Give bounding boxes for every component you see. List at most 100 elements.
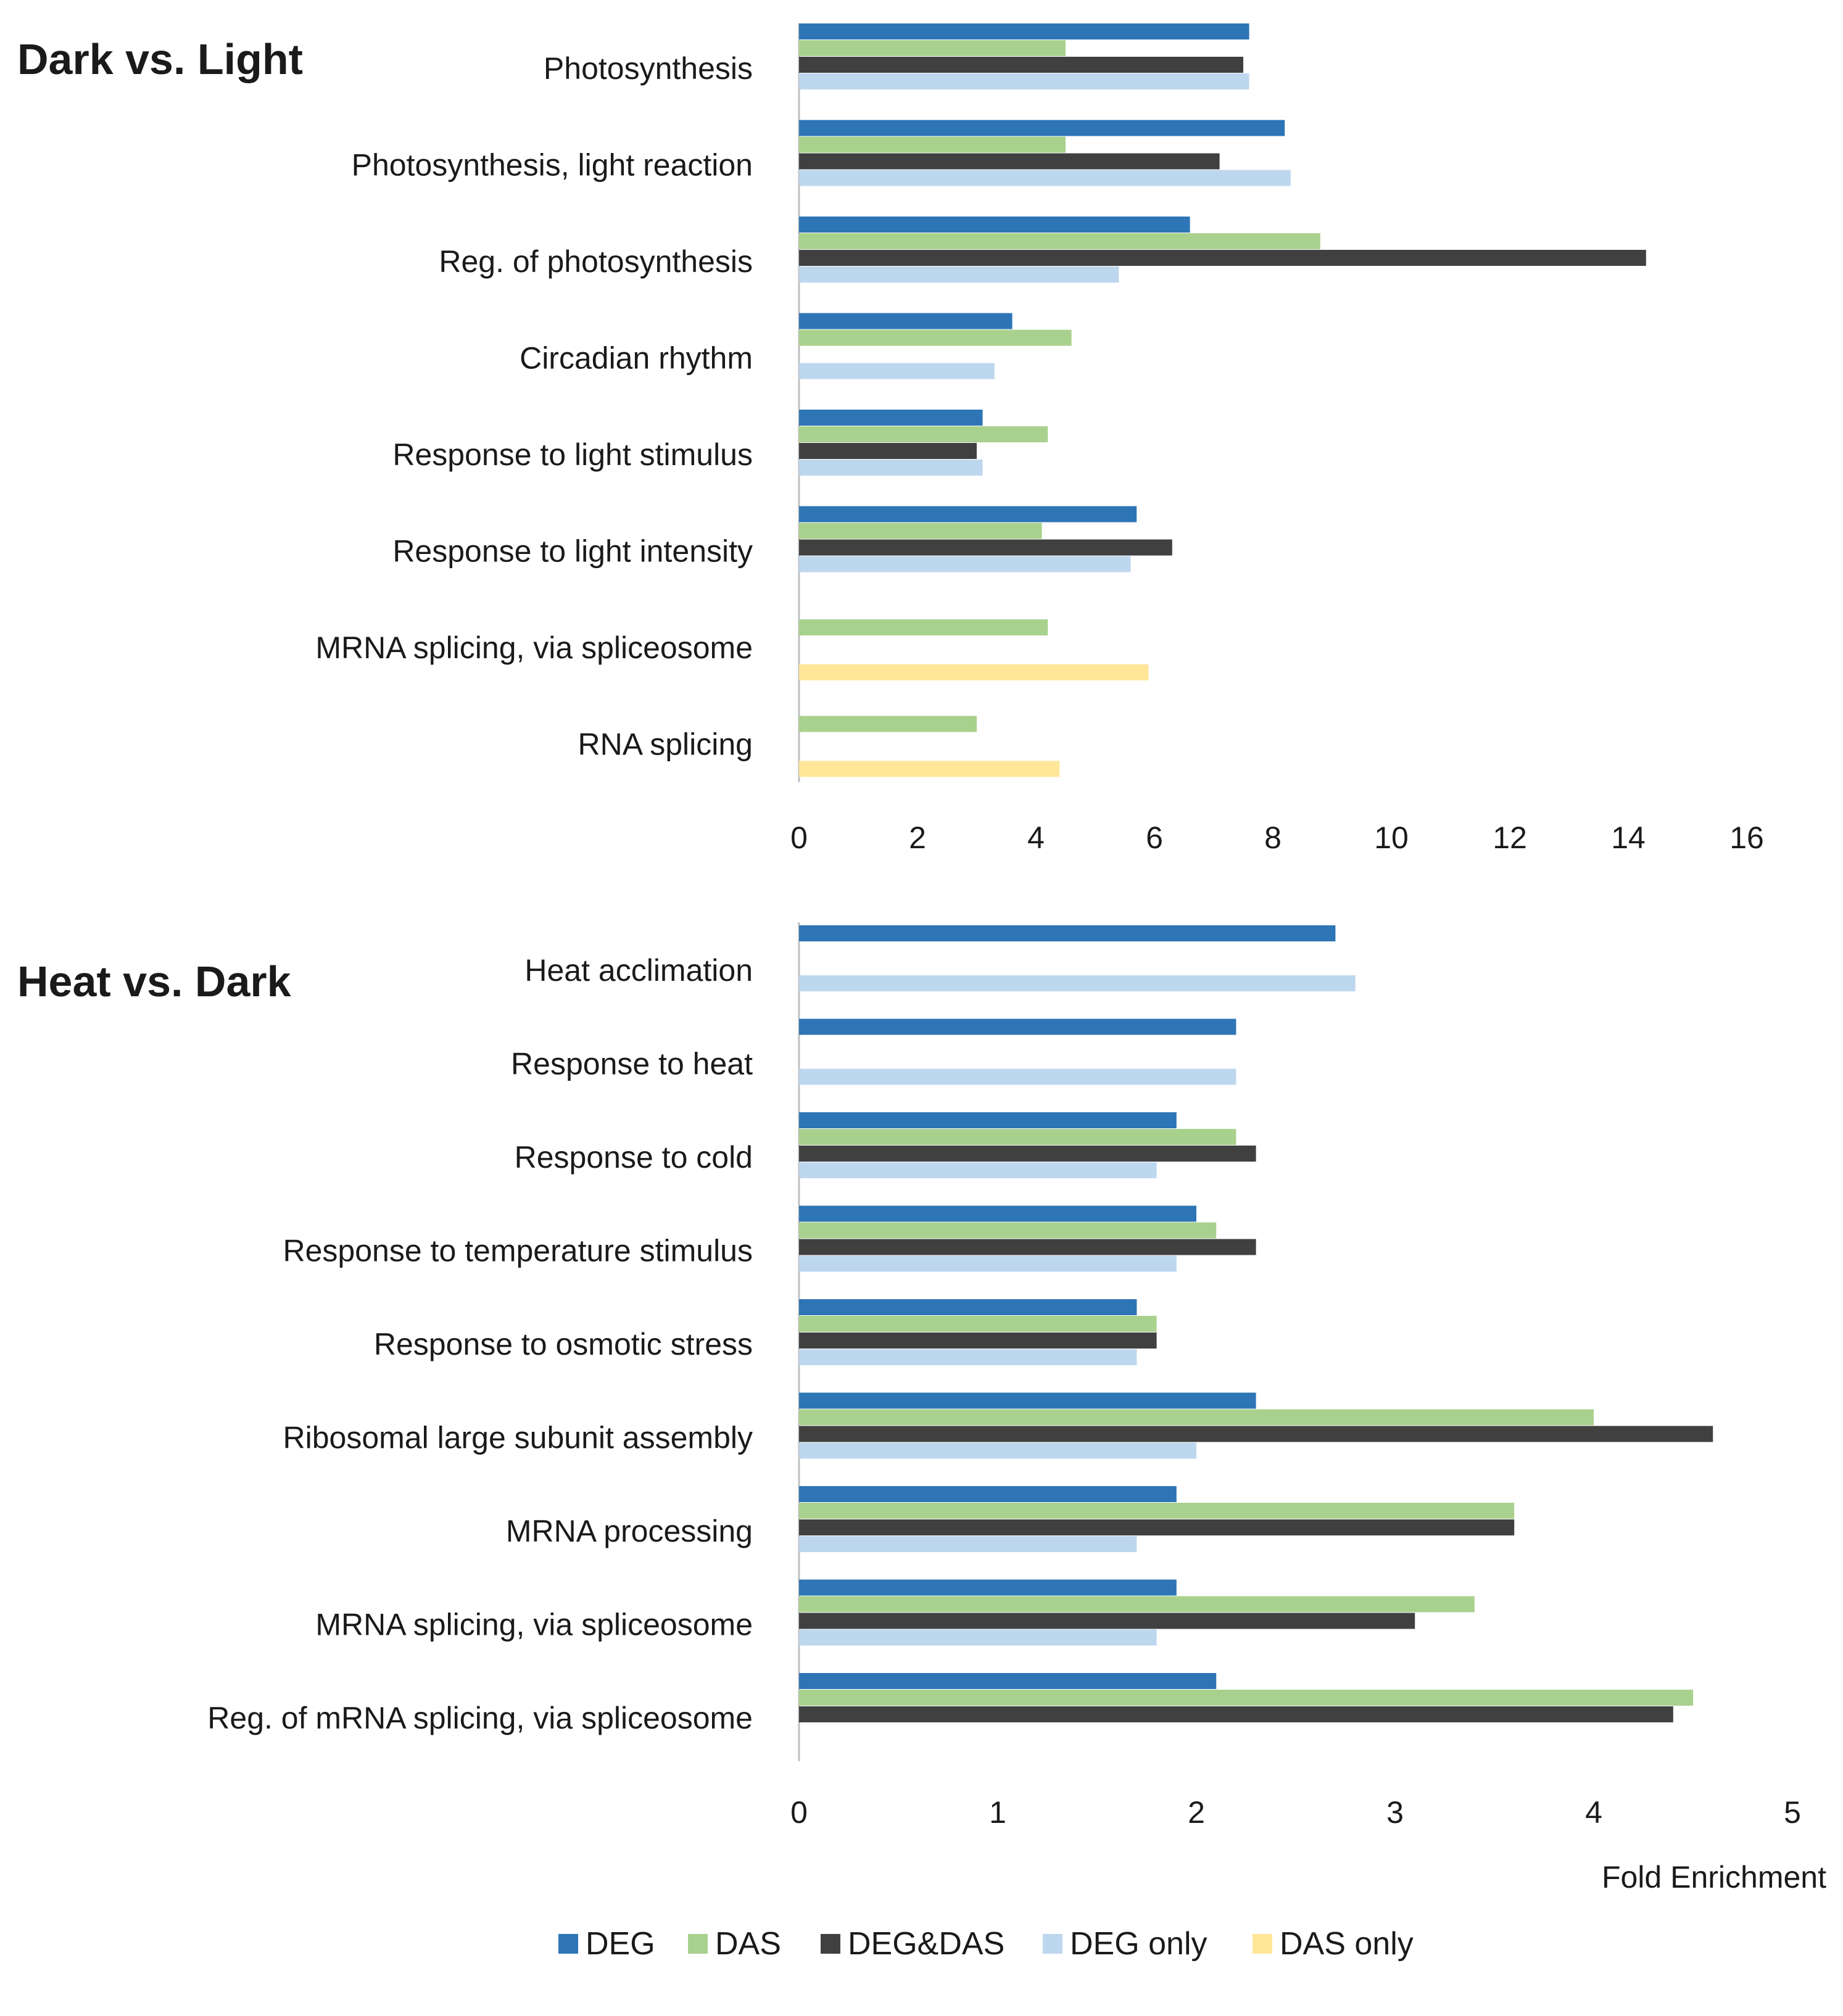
bar-deg-only-mrna-splicing-via-spliceosome [799,1629,1157,1646]
bar-deg-reg-of-photosynthesis [799,217,1190,233]
bar-deg-response-to-cold [799,1112,1177,1128]
x-tick-label-10: 10 [1374,820,1409,855]
bar-deg-only-reg-of-photosynthesis [799,266,1119,283]
legend: DEG DAS DEG&DAS DEG only DAS only [558,1926,1414,1962]
bar-das-mrna-processing [799,1503,1515,1519]
x-tick-label-16: 16 [1729,820,1764,855]
bar-deg-only-response-to-light-stimulus [799,460,983,476]
panel-2-category-labels: Heat acclimation Response to heat Response… [207,953,753,1735]
bar-das-mrna-splicing-via-spliceosome [799,1596,1475,1613]
x-tick-label-12: 12 [1493,820,1527,855]
bar-deg-photosynthesis [799,23,1249,39]
panel-1-category-labels: Photosynthesis Photosynthesis, light reac… [315,51,753,762]
x-tick-label-8: 8 [1264,820,1282,855]
legend-swatch-deg-das [821,1934,840,1954]
bar-deg-das-mrna-processing [799,1519,1515,1535]
legend-swatch-das [688,1934,708,1954]
category-label-response-to-light-intensity: Response to light intensity [392,534,753,569]
bar-das-photosynthesis [799,40,1066,56]
category-label-response-to-temperature-stimulus: Response to temperature stimulus [283,1234,753,1268]
bar-deg-das-reg-of-mrna-splicing-via-spliceosome [799,1706,1673,1722]
panel-heat-vs-dark: Heat vs. Dark Heat acclimation Response t… [17,922,1826,1894]
bar-deg-heat-acclimation [799,925,1336,941]
bar-deg-mrna-processing [799,1486,1177,1502]
bar-deg-das-mrna-splicing-via-spliceosome [799,1613,1415,1629]
bar-deg-only-photosynthesis-light-reaction [799,170,1291,186]
bar-deg-das-response-to-light-intensity [799,539,1172,556]
bar-deg-das-response-to-cold [799,1146,1256,1162]
category-label-rna-splicing: RNA splicing [578,727,753,762]
bar-deg-das-response-to-osmotic-stress [799,1332,1157,1349]
x-tick-label-4: 4 [1585,1795,1602,1830]
category-label-response-to-osmotic-stress: Response to osmotic stress [374,1327,753,1361]
legend-label-deg-only: DEG only [1070,1926,1207,1962]
bar-deg-das-photosynthesis-light-reaction [799,153,1220,170]
x-tick-label-6: 6 [1146,820,1163,855]
panel-title-heat-vs-dark: Heat vs. Dark [17,957,291,1006]
panel-1-bars [798,23,1646,782]
x-tick-label-14: 14 [1611,820,1646,855]
bar-das-only-rna-splicing [799,761,1060,777]
bar-das-reg-of-photosynthesis [799,233,1320,249]
bar-das-circadian-rhythm [799,329,1072,346]
bar-das-response-to-osmotic-stress [799,1316,1157,1332]
bar-das-photosynthesis-light-reaction [799,136,1066,153]
panel-2-x-ticks: 0 1 2 3 4 5 [790,1795,1801,1830]
category-label-reg-of-mrna-splicing-via-spliceosome: Reg. of mRNA splicing, via spliceosome [207,1701,753,1735]
panel-title-dark-vs-light: Dark vs. Light [17,35,303,83]
category-label-response-to-cold: Response to cold [515,1140,753,1175]
bar-das-response-to-light-stimulus [799,426,1048,442]
bar-deg-only-response-to-temperature-stimulus [799,1255,1177,1272]
bar-deg-das-response-to-light-stimulus [799,443,977,459]
category-label-photosynthesis-light-reaction: Photosynthesis, light reaction [352,148,753,183]
bar-deg-only-response-to-heat [799,1068,1236,1085]
bar-deg-das-response-to-temperature-stimulus [799,1239,1256,1255]
bar-das-response-to-light-intensity [799,523,1042,539]
bar-deg-only-response-to-osmotic-stress [799,1349,1137,1365]
x-tick-label-2: 2 [909,820,926,855]
x-tick-label-0: 0 [790,820,808,855]
panel-2-bars [798,922,1713,1761]
legend-label-deg: DEG [586,1926,655,1962]
bar-das-reg-of-mrna-splicing-via-spliceosome [799,1690,1693,1706]
bar-deg-only-ribosomal-large-subunit-assembly [799,1442,1196,1459]
bar-deg-das-ribosomal-large-subunit-assembly [799,1426,1713,1442]
bar-deg-only-mrna-processing [799,1536,1137,1552]
panel-1-x-ticks: 0 2 4 6 8 10 12 14 16 [790,820,1764,855]
bar-deg-only-photosynthesis [799,73,1249,89]
legend-label-das: DAS [715,1926,781,1962]
x-tick-label-3: 3 [1386,1795,1404,1830]
bar-deg-only-circadian-rhythm [799,363,995,379]
category-label-reg-of-photosynthesis: Reg. of photosynthesis [439,244,753,279]
category-label-response-to-heat: Response to heat [511,1047,753,1081]
bar-deg-das-reg-of-photosynthesis [799,250,1646,266]
category-label-ribosomal-large-subunit-assembly: Ribosomal large subunit assembly [283,1421,753,1455]
bar-deg-mrna-splicing-via-spliceosome [799,1579,1177,1596]
panel-dark-vs-light: Dark vs. Light PhotosynthesisPhotosynthe… [17,23,1764,855]
bar-deg-ribosomal-large-subunit-assembly [799,1392,1256,1409]
bar-das-mrna-splicing-via-spliceosome [799,619,1048,635]
legend-swatch-deg [558,1934,578,1954]
category-label-mrna-splicing-via-spliceosome: MRNA splicing, via spliceosome [315,1608,753,1642]
bar-deg-only-response-to-light-intensity [799,556,1131,572]
bar-das-response-to-temperature-stimulus [799,1222,1217,1239]
legend-label-deg-das: DEG&DAS [848,1926,1004,1962]
x-tick-label-5: 5 [1784,1795,1801,1830]
category-label-circadian-rhythm: Circadian rhythm [520,341,753,376]
bar-deg-circadian-rhythm [799,313,1013,329]
x-tick-label-1: 1 [989,1795,1006,1830]
category-label-heat-acclimation: Heat acclimation [524,953,753,988]
bar-deg-photosynthesis-light-reaction [799,120,1285,136]
legend-swatch-deg-only [1043,1934,1062,1954]
legend-swatch-das-only [1253,1934,1272,1954]
bar-deg-only-response-to-cold [799,1162,1157,1178]
category-label-mrna-processing: MRNA processing [506,1514,753,1548]
x-tick-label-2: 2 [1188,1795,1205,1830]
x-axis-title: Fold Enrichment [1602,1860,1826,1894]
bar-deg-reg-of-mrna-splicing-via-spliceosome [799,1673,1217,1689]
bar-deg-das-photosynthesis [799,57,1243,73]
x-tick-label-0: 0 [790,1795,808,1830]
bar-deg-response-to-light-intensity [799,506,1137,523]
x-tick-label-4: 4 [1027,820,1045,855]
